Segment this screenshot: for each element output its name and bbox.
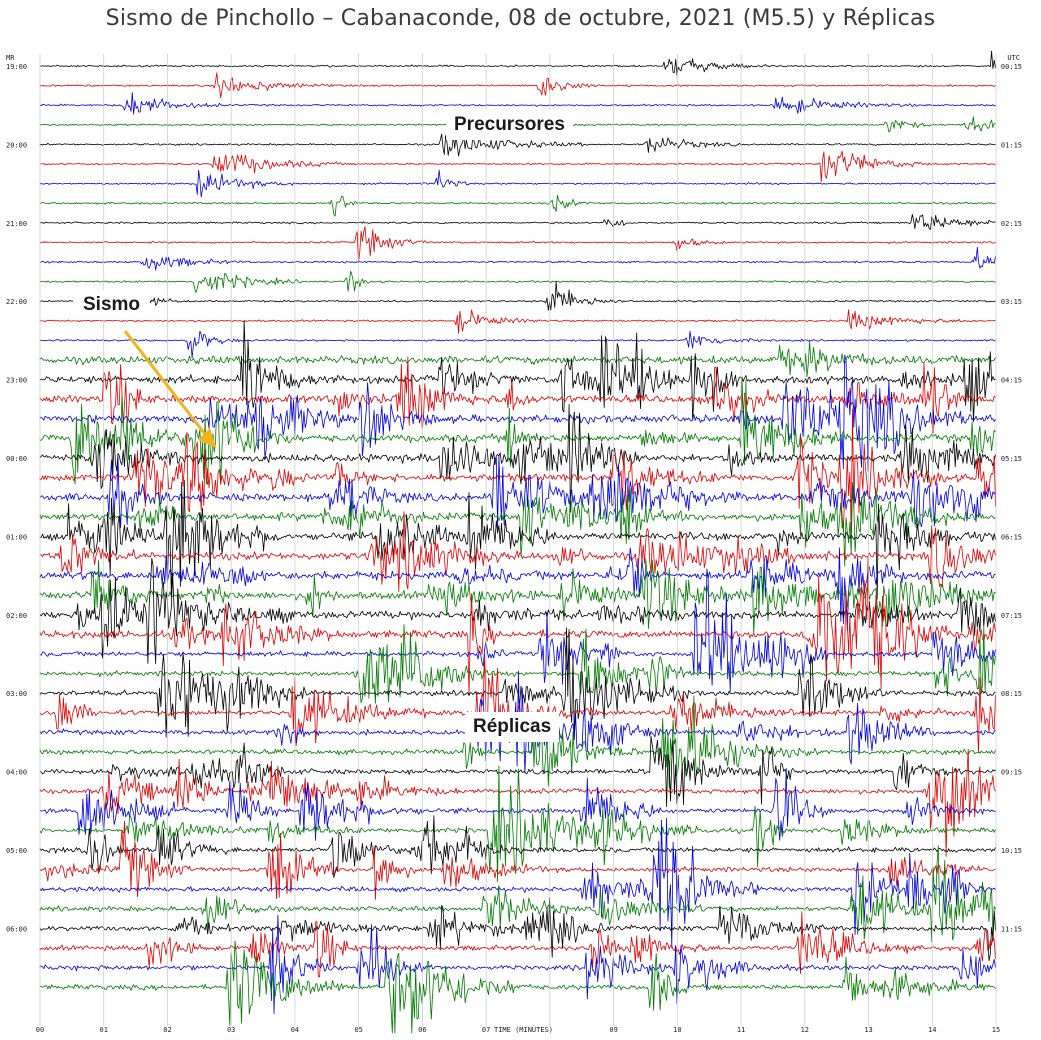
- seismic-trace: [39, 765, 996, 883]
- x-axis-title: TIME (MINUTES): [492, 1026, 556, 1035]
- seismic-trace: [39, 511, 996, 593]
- seismic-trace: [39, 845, 996, 942]
- right-time-label: 10:15: [1001, 847, 1022, 855]
- minute-tick-label: 05: [354, 1026, 362, 1034]
- left-time-label: 06:00: [6, 925, 27, 933]
- right-time-label: 05:15: [1001, 455, 1022, 463]
- left-header-label: MR: [6, 54, 15, 62]
- left-time-label: 23:00: [6, 377, 27, 385]
- seismic-trace: [39, 378, 996, 485]
- seismic-trace: [39, 914, 996, 1014]
- seismic-trace: [39, 820, 996, 900]
- right-time-label: 03:15: [1001, 298, 1022, 306]
- sismo-arrow-head: [198, 428, 216, 448]
- seismic-trace: [39, 214, 996, 230]
- right-header-label: UTC: [1007, 54, 1020, 62]
- sismo-arrow: [123, 330, 210, 439]
- left-time-label: 00:00: [6, 455, 27, 463]
- seismic-trace: [39, 557, 996, 665]
- right-time-label: 09:15: [1001, 769, 1022, 777]
- seismic-trace: [39, 940, 996, 1034]
- minute-tick-label: 13: [864, 1026, 872, 1034]
- left-time-label: 19:00: [6, 63, 27, 71]
- left-time-label: 04:00: [6, 769, 27, 777]
- seismic-trace: [39, 555, 996, 696]
- seismic-trace: [39, 226, 996, 264]
- minute-tick-label: 12: [801, 1026, 809, 1034]
- minute-tick-label: 03: [227, 1026, 235, 1034]
- seismic-trace: [39, 456, 996, 529]
- minute-tick-label: 02: [163, 1026, 171, 1034]
- seismic-trace: [39, 568, 996, 692]
- seismogram-panel: MR UTC 19:00 20:00 21:00 22:00 23:00 00:00 01:00…: [0, 48, 1041, 1036]
- left-time-label: 20:00: [6, 141, 27, 149]
- sismo-label: Sismo: [73, 290, 151, 320]
- left-time-label: 03:00: [6, 690, 27, 698]
- minute-tick-label: 10: [673, 1026, 681, 1034]
- minute-tick-label: 06: [418, 1026, 426, 1034]
- seismic-trace: [39, 72, 996, 99]
- seismic-trace: [39, 330, 996, 359]
- seismic-trace: [39, 558, 996, 634]
- seismic-trace: [39, 818, 996, 949]
- seismic-trace: [39, 480, 996, 600]
- minute-tick-label: 04: [291, 1026, 299, 1034]
- seismic-trace: [39, 911, 996, 978]
- left-time-label: 02:00: [6, 612, 27, 620]
- seismic-trace: [39, 280, 996, 313]
- seismic-trace: [39, 624, 996, 704]
- seismic-trace: [39, 897, 996, 962]
- right-time-label: 07:15: [1001, 612, 1022, 620]
- seismic-trace: [39, 815, 996, 878]
- minute-tick-label: 09: [609, 1026, 617, 1034]
- figure-title: Sismo de Pinchollo – Cabanaconde, 08 de …: [105, 6, 936, 31]
- seismic-trace: [39, 356, 996, 434]
- right-time-label: 00:15: [1001, 63, 1022, 71]
- seismic-trace: [39, 340, 996, 378]
- seismic-trace: [39, 150, 996, 183]
- left-time-label: 21:00: [6, 220, 27, 228]
- minute-tick-label: 11: [737, 1026, 745, 1034]
- right-time-label: 08:15: [1001, 690, 1022, 698]
- seismic-trace: [39, 270, 996, 293]
- seismic-trace: [39, 748, 996, 857]
- left-time-label: 01:00: [6, 533, 27, 541]
- seismic-trace: [39, 320, 996, 423]
- seismic-trace: [39, 354, 996, 472]
- seismic-trace: [39, 670, 996, 774]
- replicas-label: Réplicas: [465, 712, 560, 742]
- seismic-trace: [39, 92, 996, 115]
- seismic-trace: [39, 653, 996, 753]
- minute-tick-label: 15: [992, 1026, 1000, 1034]
- seismic-trace: [39, 133, 996, 157]
- right-time-label: 11:15: [1001, 925, 1022, 933]
- left-time-label: 05:00: [6, 847, 27, 855]
- seismic-trace: [39, 482, 996, 567]
- seismic-trace: [39, 169, 996, 198]
- minute-tick-label: 00: [36, 1026, 44, 1034]
- seismic-trace: [39, 309, 996, 334]
- seismic-trace: [39, 194, 996, 217]
- minute-tick-label: 01: [100, 1026, 108, 1034]
- right-time-label: 04:15: [1001, 377, 1022, 385]
- seismic-trace: [39, 50, 996, 76]
- right-time-label: 01:15: [1001, 141, 1022, 149]
- right-time-label: 06:15: [1001, 533, 1022, 541]
- seismic-trace: [39, 627, 996, 738]
- seismic-trace: [39, 547, 996, 631]
- helicorder-plot: MR UTC 19:00 20:00 21:00 22:00 23:00 00:00 01:00…: [6, 50, 1022, 1034]
- seismic-trace: [39, 735, 996, 807]
- seismic-trace: [39, 246, 996, 271]
- right-time-label: 02:15: [1001, 220, 1022, 228]
- left-time-label: 22:00: [6, 298, 27, 306]
- seismic-trace: [39, 695, 996, 789]
- minute-tick-label: 14: [928, 1026, 936, 1034]
- seismic-trace: [39, 408, 996, 533]
- minute-tick-label: 07: [482, 1026, 490, 1034]
- precursores-label: Precursores: [446, 110, 573, 140]
